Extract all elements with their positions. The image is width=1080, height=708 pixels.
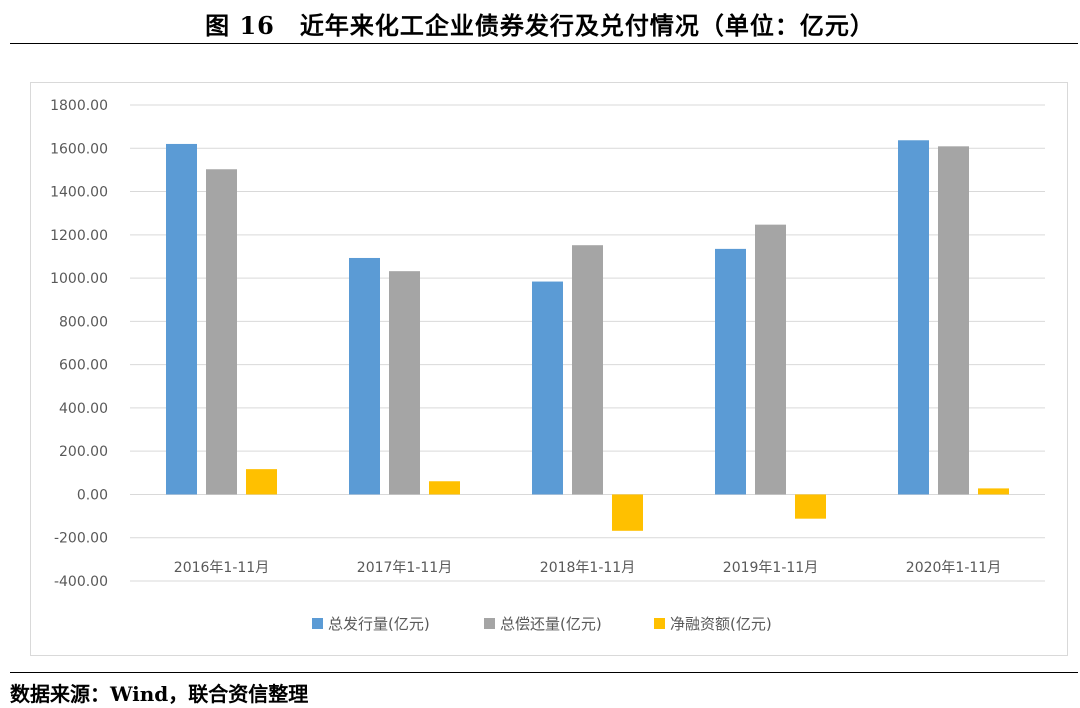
y-tick-label: 400.00: [59, 401, 108, 417]
x-tick-labels: 2016年1-11月 2017年1-11月 2018年1-11月 2019年1-11月…: [174, 560, 1001, 576]
bar-2-3: [572, 245, 603, 495]
title-rule: [10, 43, 1078, 44]
legend-swatch: [654, 618, 665, 629]
y-tick-label: 0.00: [77, 487, 108, 503]
x-tick-label: 2019年1-11月: [723, 560, 818, 576]
bar-3-3: [612, 494, 643, 531]
bar-2-4: [755, 224, 786, 495]
bar-1-3: [532, 281, 563, 495]
bar-1-4: [715, 248, 746, 495]
legend-label: 总偿还量(亿元): [500, 615, 602, 633]
x-tick-label: 2016年1-11月: [174, 560, 269, 576]
y-tick-label: 1400.00: [50, 185, 108, 201]
y-tick-label: 1200.00: [50, 228, 108, 244]
bar-2-2: [389, 271, 420, 495]
bar-1-5: [898, 140, 929, 495]
y-tick-label: -400.00: [54, 574, 108, 590]
y-tick-label: 600.00: [59, 358, 108, 374]
legend: 总发行量(亿元) 总偿还量(亿元) 净融资额(亿元): [312, 615, 772, 633]
x-tick-label: 2017年1-11月: [357, 560, 452, 576]
legend-label: 总发行量(亿元): [328, 615, 430, 633]
source-note: 数据来源：Wind，联合资信整理: [10, 682, 309, 706]
y-tick-label: 200.00: [59, 444, 108, 460]
gridlines: [130, 104, 1045, 582]
bar-1-2: [349, 257, 380, 495]
y-tick-label: 1800.00: [50, 98, 108, 114]
y-tick-label: 1000.00: [50, 271, 108, 287]
bar-2-1: [206, 169, 237, 495]
x-tick-label: 2018年1-11月: [540, 560, 635, 576]
bar-3-4: [795, 494, 826, 519]
x-tick-label: 2020年1-11月: [906, 560, 1001, 576]
bar-1-1: [166, 143, 197, 495]
y-tick-labels: 1800.00 1600.00 1400.00 1200.00 1000.00 800.0…: [50, 98, 108, 590]
figure-title: 图 16 近年来化工企业债券发行及兑付情况（单位：亿元）: [205, 11, 875, 40]
bars: [166, 140, 1009, 531]
bar-3-1: [246, 469, 277, 495]
bar-3-2: [429, 481, 460, 495]
legend-swatch: [312, 618, 323, 629]
legend-label: 净融资额(亿元): [670, 615, 772, 633]
y-tick-label: -200.00: [54, 531, 108, 547]
bar-2-5: [938, 146, 969, 495]
bar-3-5: [978, 488, 1009, 495]
legend-swatch: [484, 618, 495, 629]
y-tick-label: 800.00: [59, 314, 108, 330]
y-tick-label: 1600.00: [50, 141, 108, 157]
source-rule: [10, 672, 1078, 673]
